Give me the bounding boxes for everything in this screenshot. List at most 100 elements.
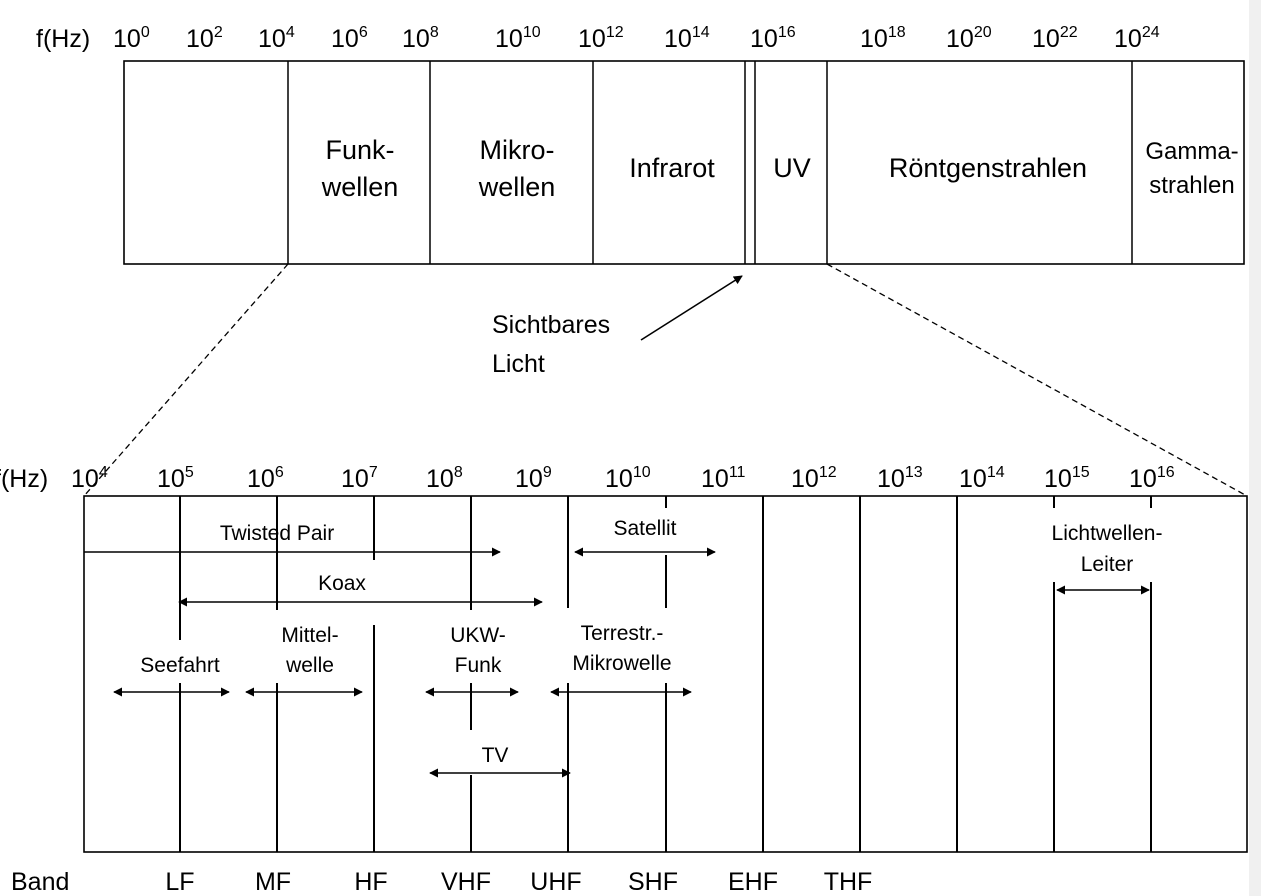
top-tick-label-exponent: 0 (141, 24, 150, 41)
bottom-tick-label: 105 (157, 464, 194, 493)
bottom-tick-label-exponent: 11 (729, 464, 746, 481)
media-label: Koax (318, 572, 366, 595)
visible-light-label-line-2: Licht (492, 350, 545, 378)
top-tick-label-base: 10 (946, 25, 974, 53)
bottom-tick-label-base: 10 (605, 465, 633, 493)
bottom-tick-label: 106 (247, 464, 284, 493)
bottom-tick-label-exponent: 16 (1157, 464, 1175, 481)
top-tick-label-base: 10 (402, 25, 430, 53)
bottom-tick-label-exponent: 5 (185, 464, 194, 481)
top-spectrum: f(Hz) 100 102 104 106 108 1010 1012 1014 1016 101… (36, 24, 1245, 265)
top-axis-label: f(Hz) (36, 25, 90, 53)
band-axis-label: Band (11, 868, 69, 896)
media-label: TV (482, 744, 509, 767)
bottom-tick-label-base: 10 (1129, 465, 1157, 493)
top-tick-label: 1012 (578, 24, 624, 53)
bottom-tick-label-base: 10 (791, 465, 819, 493)
top-tick-label-exponent: 24 (1142, 24, 1160, 41)
media-label: Lichtwellen- (1052, 522, 1163, 545)
media-label: Mittel- (281, 624, 338, 647)
band-label: HF (354, 868, 387, 896)
top-tick-label: 1022 (1032, 24, 1078, 53)
top-tick-label: 1010 (495, 24, 541, 53)
top-tick-label: 102 (186, 24, 223, 53)
top-tick-label-exponent: 16 (778, 24, 796, 41)
top-tick-label-exponent: 22 (1060, 24, 1078, 41)
media-label: Leiter (1081, 553, 1134, 576)
top-region-label: Mikro- (480, 135, 555, 165)
zoom-line-right (826, 263, 1248, 497)
top-tick-label-base: 10 (186, 25, 214, 53)
top-region-label: wellen (321, 172, 399, 202)
top-tick-label-exponent: 10 (523, 24, 541, 41)
top-tick-label-exponent: 8 (430, 24, 439, 41)
bottom-tick-label: 104 (71, 464, 108, 493)
band-label: SHF (628, 868, 678, 896)
top-tick-label-exponent: 2 (214, 24, 223, 41)
top-region-label: Infrarot (629, 153, 715, 183)
top-tick-label-base: 10 (1114, 25, 1142, 53)
bottom-tick-label-base: 10 (157, 465, 185, 493)
top-tick-label-base: 10 (1032, 25, 1060, 53)
media-label: Funk (455, 654, 502, 677)
bottom-tick-labels: 104 105 106 107 108 109 1010 1011 1012 1013 1014 10… (71, 464, 1175, 493)
bottom-tick-label: 108 (426, 464, 463, 493)
band-label: UHF (530, 868, 581, 896)
top-tick-label-exponent: 18 (888, 24, 906, 41)
media-label: Seefahrt (140, 654, 220, 677)
bottom-axis-label: f(Hz) (0, 465, 48, 493)
bottom-tick-label-base: 10 (877, 465, 905, 493)
top-tick-label: 100 (113, 24, 150, 53)
zoom-line-left (83, 263, 289, 497)
top-tick-label: 106 (331, 24, 368, 53)
media-label: UKW- (450, 624, 506, 647)
top-tick-label: 108 (402, 24, 439, 53)
bottom-tick-label: 1016 (1129, 464, 1175, 493)
top-region-label: wellen (478, 172, 556, 202)
band-label: LF (165, 868, 194, 896)
top-region-label: Funk- (325, 135, 394, 165)
bottom-tick-label-exponent: 9 (543, 464, 552, 481)
top-spectrum-box (123, 60, 1245, 265)
top-tick-label: 1024 (1114, 24, 1160, 53)
bottom-tick-label-exponent: 10 (633, 464, 651, 481)
top-tick-label-exponent: 12 (606, 24, 624, 41)
top-tick-label: 1020 (946, 24, 992, 53)
visible-light-label-line-1: Sichtbares (492, 311, 610, 339)
bottom-tick-label: 1014 (959, 464, 1005, 493)
media-label: Satellit (613, 517, 676, 540)
bottom-tick-label-base: 10 (426, 465, 454, 493)
top-tick-label-base: 10 (258, 25, 286, 53)
top-tick-label: 1014 (664, 24, 710, 53)
top-region-label: UV (773, 153, 811, 183)
top-tick-label-exponent: 6 (359, 24, 368, 41)
top-tick-label-base: 10 (860, 25, 888, 53)
bottom-tick-label-base: 10 (341, 465, 369, 493)
band-label: VHF (441, 868, 491, 896)
media-label: Twisted Pair (220, 522, 334, 545)
top-tick-label-base: 10 (750, 25, 778, 53)
bottom-tick-label-base: 10 (959, 465, 987, 493)
band-labels: LF MF HF VHF UHF SHF EHF THF (165, 868, 872, 896)
top-tick-labels: 100 102 104 106 108 1010 1012 1014 1016 1018 1020 1… (113, 24, 1160, 53)
band-label: EHF (728, 868, 778, 896)
bottom-tick-label-exponent: 4 (99, 464, 108, 481)
bottom-tick-label-exponent: 8 (454, 464, 463, 481)
bottom-tick-label-exponent: 7 (369, 464, 378, 481)
top-tick-label-base: 10 (578, 25, 606, 53)
top-tick-label-exponent: 20 (974, 24, 992, 41)
bottom-tick-label-base: 10 (247, 465, 275, 493)
bottom-spectrum: f(Hz) 1041051061071081091010101110121013… (0, 464, 1248, 896)
visible-light-annotation: Sichtbares Licht (492, 275, 743, 378)
bottom-tick-label: 1010 (605, 464, 651, 493)
bottom-tick-label: 1015 (1044, 464, 1090, 493)
bottom-tick-label: 1013 (877, 464, 923, 493)
media-labels: Twisted Pair Koax Satellit Seefahrt Mittel-w… (140, 517, 1162, 767)
bottom-tick-label: 1012 (791, 464, 837, 493)
top-region-labels: Funk-wellen Mikro-wellen Infrarot UV Röntgen… (321, 135, 1239, 202)
top-tick-label-base: 10 (495, 25, 523, 53)
top-tick-label: 1016 (750, 24, 796, 53)
bottom-tick-label-base: 10 (71, 465, 99, 493)
scrollbar[interactable] (1249, 0, 1261, 896)
